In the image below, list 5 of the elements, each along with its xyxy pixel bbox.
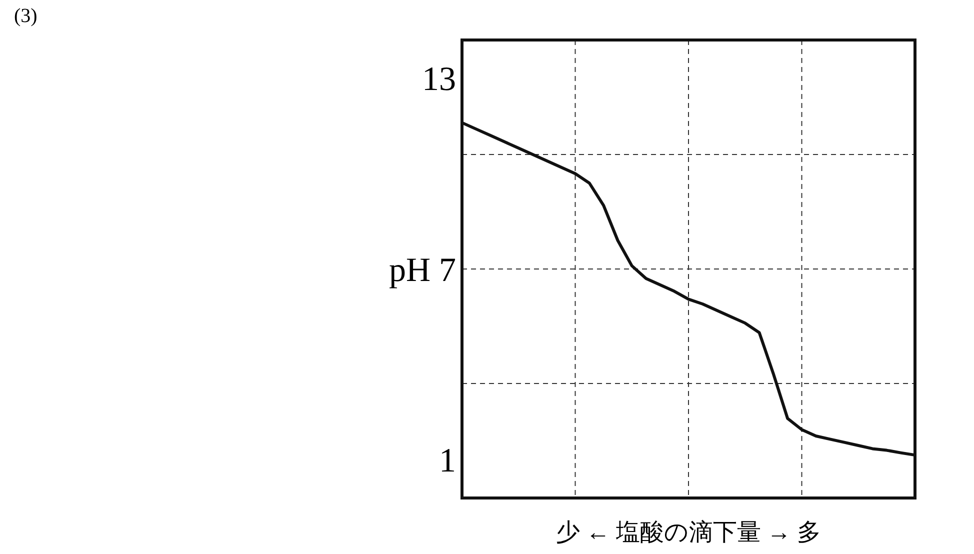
text: (3) [14,5,38,27]
x-axis-title: 少 ← 塩酸の滴下量 → 多 [556,519,821,546]
y-tick-label: pH 7 [388,252,456,289]
y-tick-label: 1 [439,442,456,480]
y-tick-label: 13 [422,61,456,98]
